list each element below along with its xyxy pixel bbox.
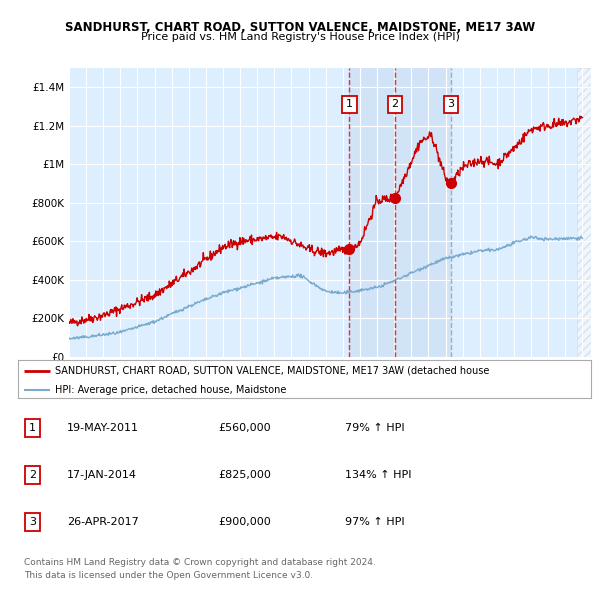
Text: 26-APR-2017: 26-APR-2017	[67, 517, 139, 527]
Text: 79% ↑ HPI: 79% ↑ HPI	[344, 423, 404, 432]
Text: HPI: Average price, detached house, Maidstone: HPI: Average price, detached house, Maid…	[55, 385, 287, 395]
Bar	[577, 68, 591, 357]
Text: 17-JAN-2014: 17-JAN-2014	[67, 470, 137, 480]
Text: £560,000: £560,000	[218, 423, 271, 432]
Text: SANDHURST, CHART ROAD, SUTTON VALENCE, MAIDSTONE, ME17 3AW: SANDHURST, CHART ROAD, SUTTON VALENCE, M…	[65, 21, 535, 34]
Text: SANDHURST, CHART ROAD, SUTTON VALENCE, MAIDSTONE, ME17 3AW (detached house: SANDHURST, CHART ROAD, SUTTON VALENCE, M…	[55, 366, 490, 376]
Text: £900,000: £900,000	[218, 517, 271, 527]
Text: 134% ↑ HPI: 134% ↑ HPI	[344, 470, 411, 480]
Text: 1: 1	[346, 100, 353, 110]
Text: This data is licensed under the Open Government Licence v3.0.: This data is licensed under the Open Gov…	[24, 571, 313, 579]
Text: Price paid vs. HM Land Registry's House Price Index (HPI): Price paid vs. HM Land Registry's House …	[140, 32, 460, 42]
Text: 2: 2	[29, 470, 36, 480]
Text: 2: 2	[391, 100, 398, 110]
Bar	[349, 68, 395, 357]
Text: £825,000: £825,000	[218, 470, 271, 480]
Text: Contains HM Land Registry data © Crown copyright and database right 2024.: Contains HM Land Registry data © Crown c…	[24, 558, 376, 566]
Text: 3: 3	[448, 100, 455, 110]
Text: 97% ↑ HPI: 97% ↑ HPI	[344, 517, 404, 527]
Text: 1: 1	[29, 423, 36, 432]
Text: 19-MAY-2011: 19-MAY-2011	[67, 423, 139, 432]
Bar	[395, 68, 451, 357]
Text: 3: 3	[29, 517, 36, 527]
